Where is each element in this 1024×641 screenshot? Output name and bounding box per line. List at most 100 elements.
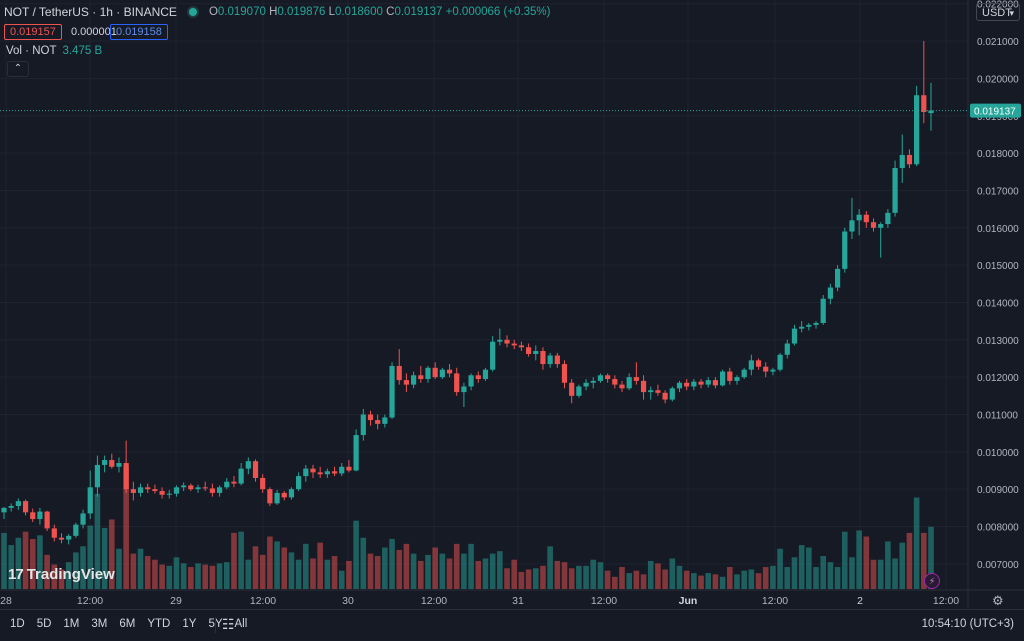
gear-icon[interactable]: ⚙	[992, 593, 1004, 608]
volume-bar	[482, 558, 489, 589]
candle-body	[475, 375, 481, 380]
candle-body	[583, 382, 589, 387]
candle-body	[691, 381, 697, 387]
last-price-badge	[970, 103, 1021, 118]
volume-bar	[274, 541, 280, 589]
price-chart[interactable]: 0.007000 0.008000 0.009000 0.010000 0.011000…	[0, 0, 1024, 609]
candle-body	[648, 390, 654, 393]
volume-bar	[281, 547, 288, 589]
candle-body	[684, 382, 690, 387]
range-1y[interactable]: 1Y	[182, 618, 197, 630]
volume-bar	[712, 574, 719, 589]
volume-bar	[784, 567, 791, 589]
volume-bar	[698, 575, 704, 589]
candle-body	[202, 487, 208, 489]
volume-bar	[238, 531, 244, 589]
range-1m[interactable]: 1M	[63, 618, 80, 630]
volume-bar	[108, 519, 115, 589]
timezone-clock[interactable]: 10:54:10 (UTC+3)	[921, 618, 1014, 630]
volume-bar	[827, 562, 834, 589]
volume-bar	[51, 564, 58, 589]
candle-body	[137, 487, 144, 493]
candle-body	[432, 367, 438, 378]
collapse-legend-button[interactable]: ⌃	[7, 61, 29, 77]
candle-body	[734, 377, 740, 381]
volume-bar	[705, 573, 712, 589]
candle-body	[640, 380, 647, 393]
candle-body	[145, 487, 151, 490]
range-5d[interactable]: 5D	[36, 618, 52, 630]
volume-bar	[403, 543, 410, 589]
range-6m[interactable]: 6M	[119, 618, 136, 630]
volume-bar	[497, 551, 503, 589]
candle-body	[346, 466, 352, 471]
candle-body	[375, 420, 381, 424]
flash-icon[interactable]: ⚡	[924, 573, 940, 589]
candle-body	[411, 375, 417, 385]
volume-bar	[417, 560, 424, 589]
candle-body	[37, 511, 43, 520]
candle-body	[130, 489, 136, 493]
sell-price-button[interactable]: 0.019157	[4, 24, 62, 40]
price-change: +0.000066 (+0.35%)	[445, 6, 551, 18]
candle-body	[324, 471, 330, 475]
candle-body	[389, 365, 395, 418]
volume-bar	[820, 556, 827, 589]
candle-body	[490, 341, 496, 370]
x-tick-label: 12:00	[77, 595, 103, 607]
volume-bar	[37, 535, 43, 589]
volume-bar	[604, 570, 611, 589]
volume-bar	[532, 568, 539, 589]
candle-body	[317, 472, 323, 475]
candle-body	[181, 485, 187, 488]
y-tick-label: 0.016000	[977, 224, 1019, 235]
candle-body	[51, 528, 57, 538]
candle-body	[720, 371, 726, 386]
volume-bar	[432, 547, 438, 589]
currency-selector[interactable]: USDT ▾	[976, 3, 1020, 21]
candle-body	[238, 468, 244, 484]
volume-bar	[583, 565, 589, 589]
symbol-title[interactable]: NOT / TetherUS · 1h · BINANCE	[4, 5, 177, 19]
volume-bar	[540, 565, 546, 589]
volume-bar	[734, 574, 740, 589]
volume-bar	[44, 554, 50, 589]
volume-bar	[633, 570, 640, 589]
volume-bar	[303, 543, 309, 589]
range-all[interactable]: All	[234, 618, 248, 630]
volume-bar	[425, 554, 431, 589]
volume-bar	[252, 546, 259, 589]
candle-body	[784, 343, 790, 355]
volume-bar	[152, 559, 158, 589]
candle-body	[676, 382, 683, 389]
candle-body	[382, 417, 388, 424]
volume-bar	[223, 562, 230, 589]
chart-legend: NOT / TetherUS · 1h · BINANCE O0.019070 …	[4, 5, 550, 19]
candle-body	[806, 324, 812, 327]
candle-body	[849, 220, 855, 232]
volume-bar	[338, 570, 345, 589]
range-1d[interactable]: 1D	[10, 618, 25, 630]
volume-bar	[87, 525, 94, 589]
candle-body	[468, 375, 474, 387]
volume-legend: Vol · NOT 3.475 B	[6, 45, 102, 57]
buy-price-button[interactable]: 0.019158	[110, 24, 168, 40]
candle-body	[310, 468, 316, 473]
candle-body	[518, 345, 524, 348]
y-tick-label: 0.012000	[977, 373, 1019, 384]
range-ytd[interactable]: YTD	[147, 618, 171, 630]
calendar-icon[interactable]: ☷	[222, 616, 235, 632]
candle-body	[58, 537, 65, 540]
volume-bar	[511, 559, 518, 589]
range-3m[interactable]: 3M	[91, 618, 108, 630]
candle-body	[705, 380, 711, 385]
candle-body	[1, 507, 7, 513]
tradingview-logo-icon: 17	[8, 566, 24, 583]
y-tick-label: 0.014000	[977, 298, 1019, 309]
volume-bar	[877, 559, 884, 589]
candle-body	[418, 375, 424, 380]
candle-body	[339, 466, 345, 474]
candle-body	[655, 390, 661, 393]
candle-body	[109, 460, 115, 467]
candle-body	[525, 347, 532, 354]
